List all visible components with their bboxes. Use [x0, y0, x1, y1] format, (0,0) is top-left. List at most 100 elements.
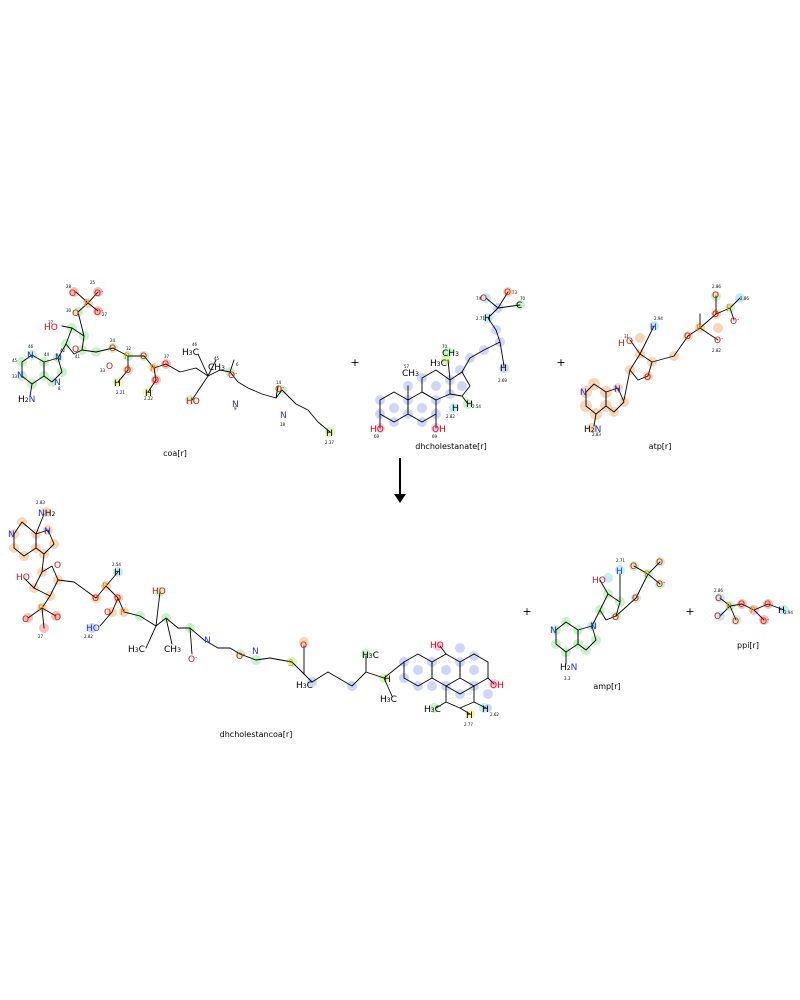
- svg-text:2.54: 2.54: [112, 562, 121, 567]
- svg-text:2.71: 2.71: [616, 558, 625, 563]
- svg-text:HO: HO: [592, 576, 606, 586]
- svg-text:O: O: [162, 360, 169, 370]
- svg-text:24: 24: [110, 338, 116, 343]
- svg-text:18: 18: [280, 422, 286, 427]
- svg-text:O: O: [764, 600, 771, 610]
- svg-text:2.83: 2.83: [36, 500, 45, 505]
- plus-sign-3: +: [522, 605, 531, 618]
- svg-text:70: 70: [442, 344, 448, 349]
- svg-text:P: P: [38, 604, 44, 614]
- svg-text:42: 42: [60, 348, 66, 353]
- svg-text:2.83: 2.83: [592, 432, 601, 437]
- svg-text:2.86: 2.86: [712, 284, 721, 289]
- svg-text:H: H: [384, 675, 391, 685]
- atp-molecule: N N H2N H O H O O P O O- O P O- 31 2.94 2…: [580, 284, 749, 437]
- svg-text:O-: O-: [760, 616, 769, 627]
- svg-text:O: O: [626, 337, 633, 347]
- svg-text:30: 30: [66, 308, 72, 313]
- svg-text:P: P: [120, 608, 126, 618]
- svg-text:O: O: [92, 594, 99, 604]
- svg-text:O: O: [644, 373, 651, 383]
- svg-text:57: 57: [404, 364, 410, 369]
- svg-text:H: H: [114, 379, 121, 389]
- svg-text:O: O: [124, 366, 131, 376]
- svg-text:H: H: [466, 711, 473, 721]
- svg-text:2.94: 2.94: [654, 316, 663, 321]
- svg-text:8: 8: [58, 386, 61, 391]
- svg-text:CH3: CH3: [402, 369, 419, 379]
- svg-text:O: O: [69, 289, 76, 299]
- svg-text:H: H: [482, 705, 489, 715]
- svg-text:70: 70: [520, 296, 526, 301]
- svg-text:P: P: [644, 570, 650, 580]
- svg-text:CH3: CH3: [164, 645, 181, 655]
- svg-text:45: 45: [12, 358, 18, 363]
- svg-text:N: N: [54, 378, 61, 388]
- svg-text:46: 46: [28, 344, 34, 349]
- svg-text:27: 27: [102, 312, 108, 317]
- svg-text:2.82: 2.82: [446, 414, 455, 419]
- plus-sign-1: +: [350, 356, 359, 369]
- dhcholestancoa-label: dhcholestancoa[r]: [220, 730, 293, 739]
- svg-text:N: N: [204, 636, 211, 646]
- coa-molecule: N N N N H2N O HO O P O O- O- O P O O O H…: [12, 280, 335, 445]
- svg-text:O: O: [72, 345, 79, 355]
- svg-text:14: 14: [276, 380, 282, 385]
- svg-text:H: H: [452, 404, 459, 414]
- svg-text:O-: O-: [188, 654, 197, 665]
- svg-text:OH: OH: [432, 425, 446, 435]
- svg-text:O: O: [54, 613, 61, 623]
- svg-text:C: C: [516, 301, 522, 311]
- svg-text:P: P: [84, 299, 90, 309]
- svg-text:HO: HO: [370, 425, 384, 435]
- svg-text:N: N: [580, 388, 587, 398]
- svg-text:P: P: [726, 304, 732, 314]
- svg-text:46: 46: [192, 342, 198, 347]
- svg-text:2.37: 2.37: [325, 440, 334, 445]
- svg-text:69: 69: [432, 434, 438, 439]
- svg-text:O: O: [714, 612, 721, 622]
- svg-text:O: O: [104, 608, 111, 618]
- amp-label: amp[r]: [593, 682, 620, 691]
- svg-text:O-: O-: [730, 316, 739, 327]
- svg-text:O: O: [712, 291, 719, 301]
- svg-text:H: H: [326, 429, 333, 439]
- svg-text:O: O: [106, 362, 113, 372]
- svg-text:H2N: H2N: [560, 663, 577, 673]
- svg-text:H: H: [466, 400, 473, 410]
- svg-text:2.21: 2.21: [116, 390, 125, 395]
- svg-text:O-: O-: [236, 651, 245, 662]
- svg-text:H: H: [618, 339, 625, 349]
- svg-text:N: N: [252, 647, 259, 657]
- svg-text:O-: O-: [94, 288, 103, 299]
- svg-text:O: O: [114, 594, 121, 604]
- svg-text:O: O: [22, 615, 29, 625]
- svg-text:H3C: H3C: [424, 705, 441, 715]
- svg-text:2.86: 2.86: [740, 296, 749, 301]
- svg-text:9: 9: [234, 406, 237, 411]
- svg-text:N: N: [614, 385, 621, 395]
- svg-text:O: O: [300, 641, 307, 651]
- svg-text:H2N: H2N: [18, 395, 35, 405]
- svg-text:H3C: H3C: [296, 681, 313, 691]
- svg-text:H: H: [145, 389, 152, 399]
- svg-text:25: 25: [90, 280, 96, 285]
- svg-text:44: 44: [44, 352, 50, 357]
- ppi-label: ppi[r]: [737, 641, 759, 650]
- svg-text:CH3: CH3: [442, 349, 459, 359]
- svg-text:O: O: [504, 288, 511, 298]
- svg-text:O: O: [109, 344, 116, 354]
- svg-text:O: O: [54, 561, 61, 571]
- svg-text:74: 74: [476, 296, 482, 301]
- svg-text:O: O: [152, 376, 159, 386]
- svg-text:HO: HO: [16, 573, 30, 583]
- svg-text:HO: HO: [86, 624, 100, 634]
- svg-text:H3C: H3C: [182, 348, 199, 358]
- svg-text:N: N: [8, 530, 15, 540]
- svg-text:H: H: [500, 364, 507, 374]
- svg-text:2.77: 2.77: [464, 722, 473, 727]
- svg-text:H: H: [114, 568, 121, 578]
- svg-text:33: 33: [100, 368, 106, 373]
- svg-text:N: N: [280, 411, 287, 421]
